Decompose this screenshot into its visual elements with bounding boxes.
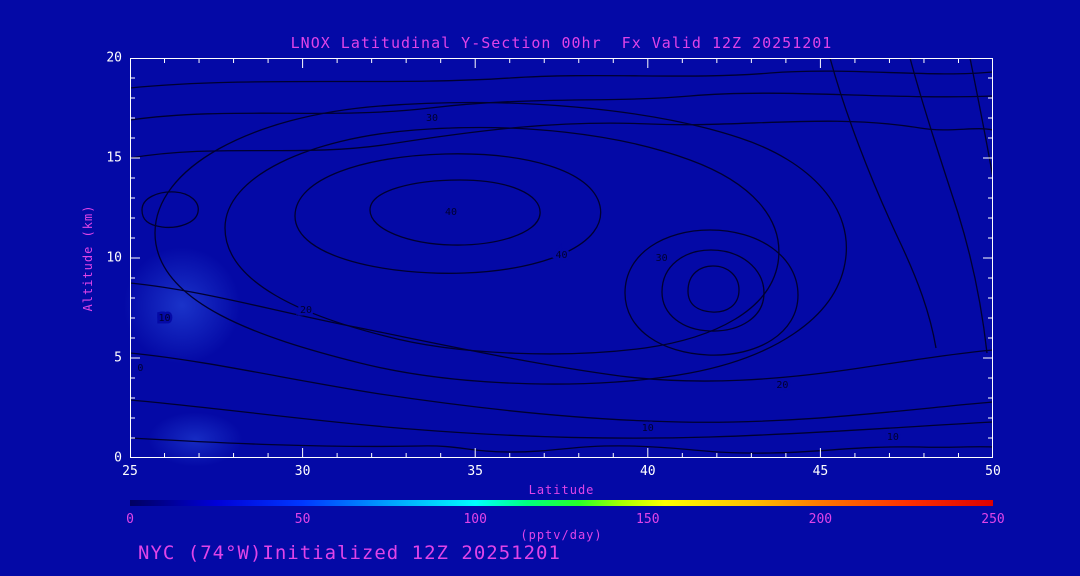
colorbar-tick-label: 100 xyxy=(463,512,487,527)
colorbar-tick-label: 250 xyxy=(981,512,1005,527)
y-tick-label: 10 xyxy=(106,250,122,266)
y-tick-label: 0 xyxy=(114,450,122,466)
contour-label: 40 xyxy=(445,207,457,218)
x-tick-label: 50 xyxy=(985,464,1001,479)
x-tick-label: 40 xyxy=(639,464,656,479)
x-tick-label: 35 xyxy=(467,464,484,479)
contour-label: 20 xyxy=(776,380,788,391)
contour-label: 0 xyxy=(137,363,143,374)
contour-label: 30 xyxy=(656,253,668,264)
x-tick-label: 45 xyxy=(812,464,829,479)
colorbar-tick-label: 200 xyxy=(808,512,833,527)
contour-label: 10 xyxy=(887,432,899,443)
contour-lines xyxy=(130,58,993,454)
y-tick-label: 15 xyxy=(106,150,122,166)
contour-plot: 30 40 40 30 20 10 0 20 10 10 xyxy=(130,58,993,458)
colorbar-units: (pptv/day) xyxy=(520,528,603,542)
contour-label: 10 xyxy=(642,423,654,434)
x-axis-title: Latitude xyxy=(528,483,595,497)
colorbar-tick-label: 0 xyxy=(126,512,134,527)
colorbar-tick-label: 50 xyxy=(294,512,311,527)
contour-label: 20 xyxy=(300,305,312,316)
contour-label: 40 xyxy=(555,250,567,261)
chart-title: LNOX Latitudinal Y-Section 00hr Fx Valid… xyxy=(290,34,833,52)
x-tick-label: 25 xyxy=(122,464,138,479)
contour-label: 10 xyxy=(158,313,170,324)
colorbar-tick-label: 150 xyxy=(636,512,660,527)
colorbar-gradient xyxy=(130,500,993,506)
footer-caption: NYC (74°W)Initialized 12Z 20251201 xyxy=(138,542,561,564)
y-tick-label: 5 xyxy=(114,350,122,366)
x-tick-label: 30 xyxy=(294,464,311,479)
y-tick-label: 20 xyxy=(106,50,122,66)
contour-label: 30 xyxy=(426,113,438,124)
